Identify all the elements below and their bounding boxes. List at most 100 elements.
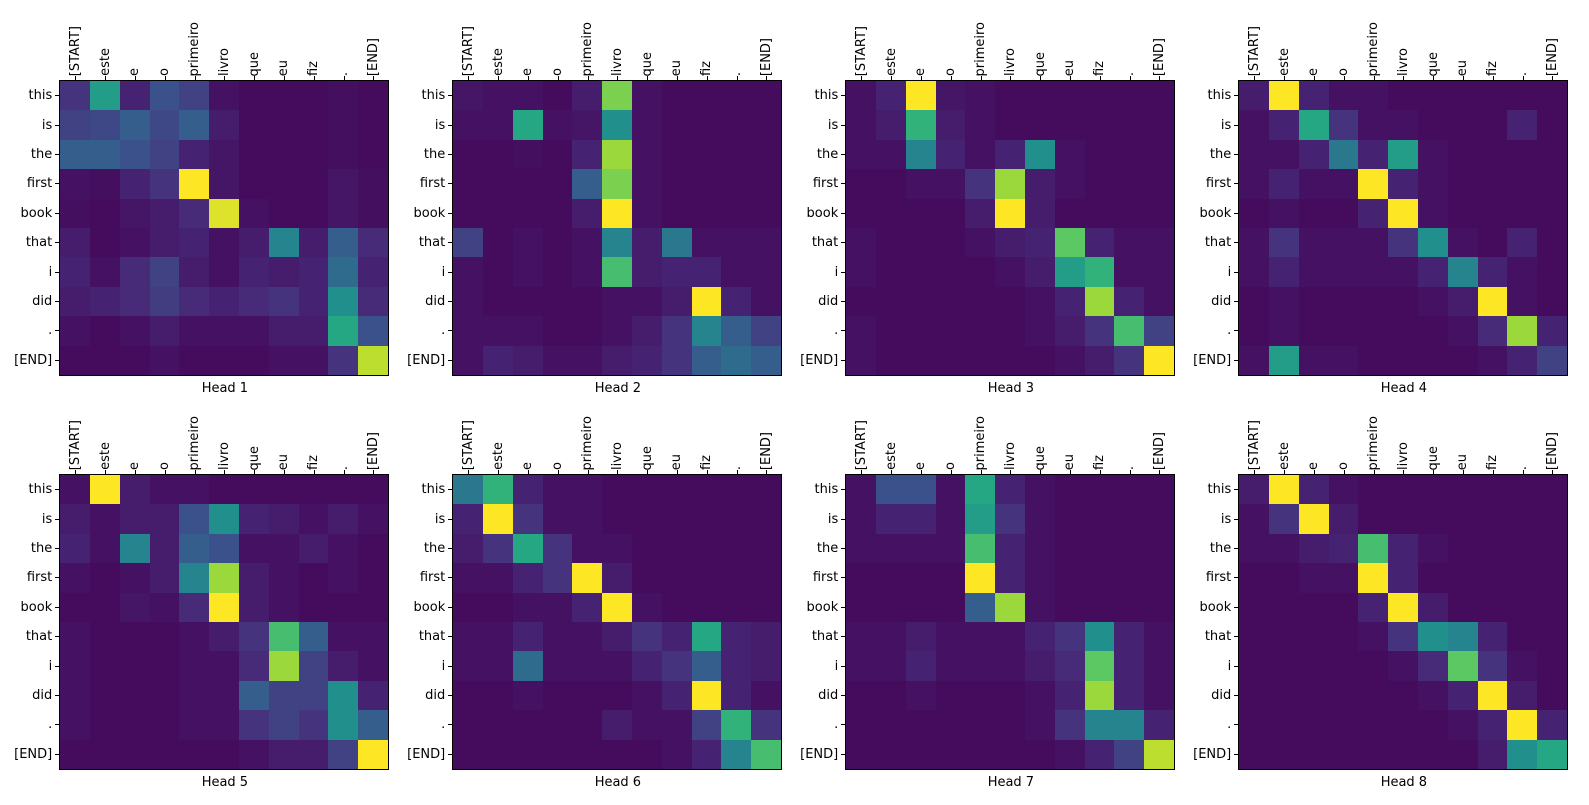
heatmap-cell [328,651,359,681]
heatmap-cell [328,504,359,534]
y-tick-label: [END] [788,346,846,375]
heatmap-cell [691,475,722,505]
y-tick-label: book [1181,593,1239,622]
heatmap-cell [542,621,573,652]
heatmap-cell [995,198,1026,228]
heatmap-cell [905,345,936,375]
heatmap-cell [119,680,150,711]
x-tick-label: primeiro [187,21,203,77]
heatmap-cell [358,110,388,140]
heatmap-cell [995,592,1026,622]
heatmap-cell [239,81,269,111]
heatmap-cell [1477,227,1508,258]
heatmap-cell [209,110,240,140]
y-tick-label: this [2,475,60,504]
heatmap-cell [512,592,543,622]
heatmap-cell [751,563,781,593]
heatmap-cell [661,710,692,740]
heatmap-cell [965,198,996,228]
heatmap-cell [90,227,120,258]
heatmap-cell [846,169,877,199]
heatmap-cell [751,504,781,534]
heatmap-cell [846,286,877,317]
heatmap-cell [1114,563,1145,593]
heatmap-cell [995,651,1026,681]
heatmap-cell [483,475,513,505]
x-tick-mark [1300,470,1330,474]
heatmap-cell [1269,286,1299,317]
heatmap-cell [328,198,359,228]
x-tick-label: livro [1395,442,1411,470]
x-tick-mark [692,76,722,80]
y-axis-labels: this is the first book that i did. [END] [1181,474,1239,770]
heatmap-cell [239,533,269,564]
attention-head-panel: [START] este e o primeiro livro que eu fiz. [END]… [2,8,389,396]
heatmap [59,474,389,770]
heatmap-cell [1358,475,1389,505]
heatmap-cell [1328,475,1359,505]
heatmap-cell [1084,227,1115,258]
y-tick-label: book [395,593,453,622]
heatmap-cell [905,563,936,593]
heatmap-cell [1239,621,1270,652]
x-axis-ticks [847,76,1175,80]
heatmap-cell [1144,110,1174,140]
heatmap-cell [572,227,603,258]
heatmap-cell [632,739,662,769]
x-tick-mark [936,76,966,80]
heatmap-cell [1418,169,1448,199]
x-tick-mark [573,76,603,80]
heatmap-cell [1114,257,1145,287]
heatmap-cell [721,651,752,681]
heatmap-cell [268,139,299,170]
heatmap-cell [512,710,543,740]
x-tick-mark [329,76,359,80]
heatmap-cell [1054,651,1085,681]
heatmap-cell [512,345,543,375]
heatmap-cell [209,592,240,622]
x-tick-label: . [729,465,745,470]
heatmap-cell [483,621,513,652]
heatmap-cell [149,739,180,769]
heatmap-cell [572,257,603,287]
heatmap-cell [1144,533,1174,564]
heatmap-cell [905,651,936,681]
heatmap-cell [1328,504,1359,534]
heatmap-cell [119,651,150,681]
heatmap-cell [935,621,966,652]
heatmap-cell [1507,533,1538,564]
heatmap-cell [1084,592,1115,622]
heatmap-cell [876,563,906,593]
y-tick-label: . [788,710,846,739]
heatmap-cell [453,475,484,505]
heatmap-cell [1269,345,1299,375]
x-tick-mark [1508,470,1538,474]
heatmap-cell [149,504,180,534]
heatmap-cell [632,651,662,681]
heatmap-cell [691,504,722,534]
heatmap-cell [119,621,150,652]
heatmap-cell [179,110,210,140]
heatmap-cell [512,563,543,593]
heatmap-cell [1388,563,1419,593]
heatmap-cell [602,563,633,593]
heatmap-cell [905,680,936,711]
heatmap-cell [632,680,662,711]
heatmap-cell [965,680,996,711]
heatmap-cell [846,316,877,346]
y-tick-label: the [2,140,60,169]
heatmap-cell [90,504,120,534]
x-tick-mark [1085,470,1115,474]
heatmap-cell [209,533,240,564]
heatmap-cell [209,286,240,317]
x-tick-mark [121,76,151,80]
heatmap-cell [1328,169,1359,199]
heatmap-cell [512,81,543,111]
heatmap-cell [751,533,781,564]
heatmap-cell [119,257,150,287]
heatmap-cell [935,739,966,769]
x-tick-label: primeiro [187,415,203,471]
heatmap-cell [1477,739,1508,769]
heatmap-cell [542,198,573,228]
x-tick-label: e [127,462,143,470]
